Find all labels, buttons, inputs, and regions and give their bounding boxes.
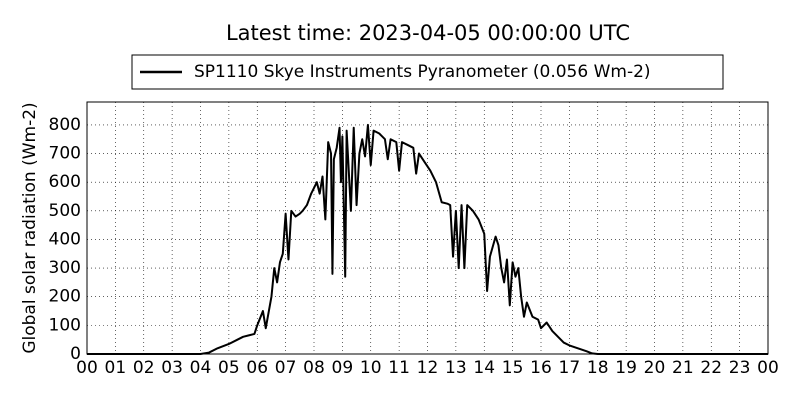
y-axis-label: Global solar radiation (Wm-2) <box>20 102 40 353</box>
x-tick-label: 11 <box>388 358 410 378</box>
plot-frame <box>86 101 769 355</box>
y-tick-label: 200 <box>49 287 81 307</box>
y-tick-label: 700 <box>49 144 81 164</box>
x-tick-label: 07 <box>275 358 297 378</box>
y-tick-label: 400 <box>49 229 81 249</box>
x-tick-label: 12 <box>417 358 439 378</box>
y-tick-label: 300 <box>49 258 81 278</box>
data-line <box>87 123 768 355</box>
y-tick-label: 600 <box>49 172 81 192</box>
y-tick-label: 100 <box>49 315 81 335</box>
x-tick-label: 08 <box>303 358 325 378</box>
x-tick-label: 00 <box>76 358 98 378</box>
x-tick-label: 13 <box>445 358 467 378</box>
x-tick-label: 06 <box>246 358 268 378</box>
x-tick-label: 00 <box>757 358 779 378</box>
x-tick-label: 09 <box>332 358 354 378</box>
x-tick-label: 18 <box>587 358 609 378</box>
x-tick-label: 02 <box>133 358 155 378</box>
y-tick-label: 0 <box>70 344 81 364</box>
x-tick-label: 22 <box>700 358 722 378</box>
x-tick-label: 23 <box>729 358 751 378</box>
legend-box <box>131 54 724 90</box>
x-tick-label: 19 <box>615 358 637 378</box>
x-tick-label: 10 <box>360 358 382 378</box>
x-tick-label: 15 <box>502 358 524 378</box>
x-tick-label: 05 <box>218 358 240 378</box>
x-tick-label: 21 <box>672 358 694 378</box>
x-tick-label: 03 <box>161 358 183 378</box>
y-tick-label: 500 <box>49 201 81 221</box>
x-tick-label: 01 <box>105 358 127 378</box>
chart-title: Latest time: 2023-04-05 00:00:00 UTC <box>226 21 630 45</box>
legend-label: SP1110 Skye Instruments Pyranometer (0.0… <box>194 62 651 82</box>
y-tick-label: 800 <box>49 115 81 135</box>
x-tick-label: 14 <box>473 358 495 378</box>
x-tick-label: 04 <box>190 358 212 378</box>
x-tick-label: 16 <box>530 358 552 378</box>
x-tick-label: 17 <box>559 358 581 378</box>
x-tick-label: 20 <box>644 358 666 378</box>
